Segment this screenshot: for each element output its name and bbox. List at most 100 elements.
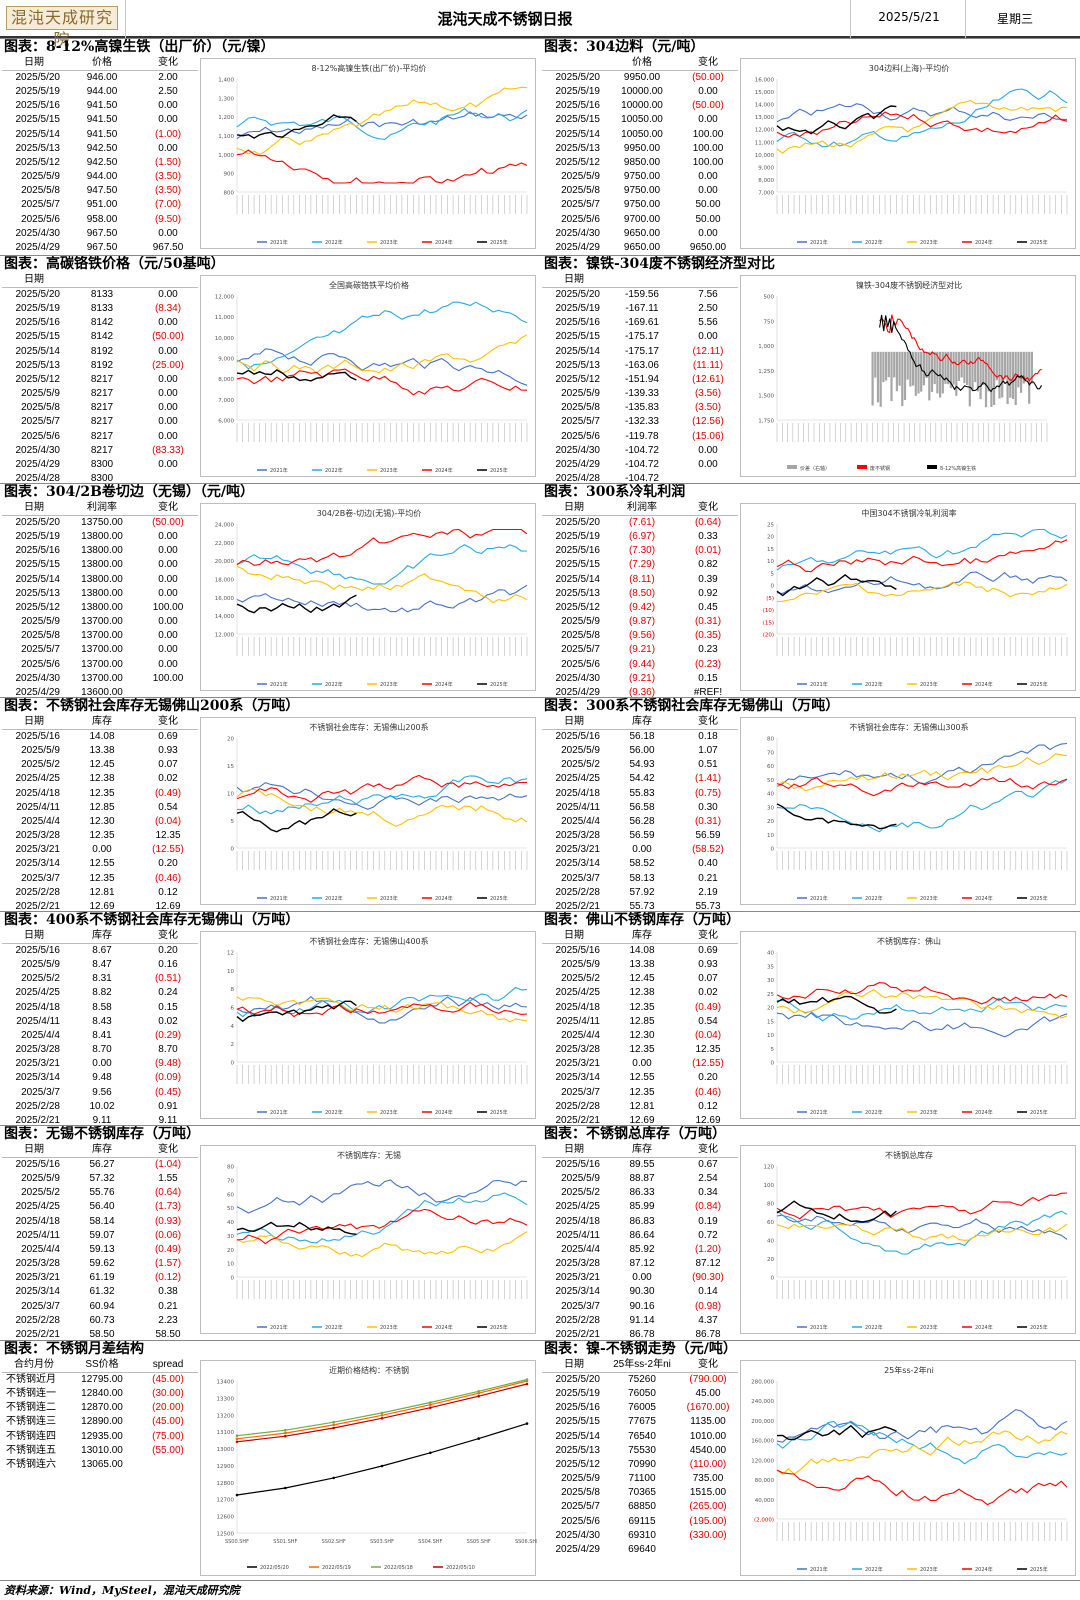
table-cell: 12.81 <box>89 886 115 898</box>
panel-title: 图表：无锡不锈钢库存（万吨） <box>4 1126 200 1142</box>
table-row: 2025/2/21 86.78 86.78 <box>542 1327 738 1341</box>
y-tick-label: 80 <box>767 737 774 743</box>
y-tick-label: 35 <box>767 964 774 970</box>
table-cell: 9.56 <box>92 1086 112 1098</box>
table-cell: 9950.00 <box>623 72 661 84</box>
table-cell: 60.73 <box>89 1314 115 1326</box>
series-line <box>236 301 528 370</box>
table-cell: 0.33 <box>698 530 718 542</box>
table-cell: 2.54 <box>698 1172 718 1184</box>
table-row: 2025/4/30 -104.72 0.00 <box>542 443 738 457</box>
legend-label: 2025年 <box>1030 239 1048 246</box>
y-tick-label: 30 <box>767 805 774 811</box>
table-cell: (3.56) <box>694 388 722 400</box>
series-line <box>776 111 1068 138</box>
y-tick-label: 5 <box>771 1047 775 1053</box>
table-cell: 2025/5/9 <box>21 616 60 628</box>
table-row: 2025/5/19 944.00 2.50 <box>2 84 198 98</box>
table-cell: 9950.00 <box>623 142 661 154</box>
table-cell: 4540.00 <box>689 1444 727 1456</box>
table-cell: 57.92 <box>629 886 655 898</box>
table-cell: 0.00 <box>158 430 178 442</box>
table-cell: 2.50 <box>158 85 178 97</box>
table-cell: 2025/4/30 <box>15 444 61 456</box>
table-cell: 2025/4/29 <box>555 1544 601 1556</box>
table-cell: 958.00 <box>86 213 118 225</box>
y-tick-label: 25 <box>767 523 774 529</box>
table-row: 2025/5/14 8192 0.00 <box>2 344 198 358</box>
chart-svg: 不锈钢库存：佛山 0 5 10 15 20 25 30 35 40 2021年 2022年 2023年 2… <box>767 936 1068 1116</box>
table-cell: 0.20 <box>158 945 178 957</box>
x-tick-label: SS02.SHF <box>322 1539 346 1545</box>
chart-svg: 中国304不锈钢冷轧利润率 (20) (15) (10) (5) 0 5 10 15 20 25 20… <box>763 508 1068 688</box>
chart-title: 中国304不锈钢冷轧利润率 <box>861 508 956 518</box>
table-row: 2025/5/13 8192 (25.00) <box>2 358 198 372</box>
legend-label: 2024年 <box>975 1109 993 1116</box>
row-divider <box>0 1340 1080 1341</box>
table-cell: 2025/2/28 <box>555 886 601 898</box>
table-cell: 55.83 <box>629 787 655 799</box>
table-cell: 2025/5/9 <box>561 388 600 400</box>
series-line <box>776 1409 1068 1443</box>
table-header-cell: 25年ss-2年ni <box>606 1358 678 1373</box>
table-cell: 2025/5/16 <box>555 1402 601 1414</box>
table-cell: -159.56 <box>625 289 659 301</box>
table-cell: (12.61) <box>692 373 724 385</box>
table-cell: (0.31) <box>694 616 722 628</box>
table-row: 2025/5/6 9700.00 50.00 <box>542 212 738 226</box>
table-cell: (0.31) <box>694 815 722 827</box>
table-row: 2025/4/4 85.92 (1.20) <box>542 1242 738 1256</box>
table-row: 2025/5/8 -135.83 (3.50) <box>542 401 738 415</box>
y-tick-label: 1,400 <box>218 78 234 84</box>
table-cell: 9750.00 <box>623 171 661 183</box>
table-cell: 941.50 <box>86 114 118 126</box>
table-cell: 12.35 <box>695 1044 721 1056</box>
table-cell: -104.72 <box>625 473 659 485</box>
table-cell: 2025/5/12 <box>15 156 61 168</box>
series-line <box>776 777 1068 797</box>
table-cell: (1.04) <box>154 1159 182 1171</box>
table-cell: 0.54 <box>158 801 178 813</box>
series-line <box>236 114 357 139</box>
table-cell: 2025/4/11 <box>16 1015 60 1027</box>
table-row: 2025/4/18 12.35 (0.49) <box>542 1000 738 1014</box>
table-row: 2025/5/2 55.76 (0.64) <box>2 1186 198 1200</box>
table-cell: 2025/5/12 <box>15 601 61 613</box>
table-cell: 0.21 <box>158 1300 178 1312</box>
table-cell: (0.06) <box>154 1229 182 1241</box>
spread-bar <box>898 351 901 386</box>
table-cell: 1.07 <box>698 744 718 756</box>
table-cell: 56.59 <box>695 830 721 842</box>
table-cell: 2025/5/8 <box>21 402 60 414</box>
series-line <box>236 565 528 604</box>
y-tick-label: 5 <box>231 819 235 825</box>
table-cell: 不锈钢连三 <box>6 1416 56 1428</box>
y-tick-label: 120,000 <box>751 1458 774 1464</box>
chart-panel: 图表：300系不锈钢社会库存无锡佛山（万吨） 日期 库存 变化 2025/5/16 56.… <box>540 697 1080 912</box>
table-cell: 61.19 <box>89 1272 115 1284</box>
legend-label: 2021年 <box>270 239 288 246</box>
spread-bar <box>957 351 961 381</box>
y-tick-label: 25 <box>767 992 774 998</box>
table-cell: 2025/5/12 <box>555 601 601 613</box>
table-cell: (9.21) <box>628 672 656 684</box>
table-cell: 2025/4/18 <box>555 787 601 799</box>
legend-label: 2024年 <box>975 895 993 902</box>
series-line <box>776 997 1068 1022</box>
table-cell: (9.48) <box>154 1058 182 1070</box>
table-cell: 2025/3/14 <box>555 1072 601 1084</box>
table-cell: 2025/5/19 <box>555 530 601 542</box>
series-line <box>776 803 897 830</box>
table-cell: 2025/5/6 <box>561 430 600 442</box>
table-cell: 967.50 <box>152 242 184 254</box>
chart-title: 近期价格结构：不锈钢 <box>329 1365 409 1375</box>
table-cell: (0.84) <box>694 1201 722 1213</box>
spread-bar <box>1001 351 1004 398</box>
table-cell: 2025/5/2 <box>21 759 60 771</box>
chart-title: 8-12%高镍生铁(出厂价)-平均价 <box>312 63 427 73</box>
table-cell: 8.58 <box>92 1001 112 1013</box>
table-cell: 2025/4/28 <box>15 473 61 485</box>
table-header-row: 日期 <box>2 273 198 288</box>
table-row: 2025/3/7 12.35 (0.46) <box>542 1085 738 1099</box>
table-header-cell: 库存 <box>606 929 678 944</box>
